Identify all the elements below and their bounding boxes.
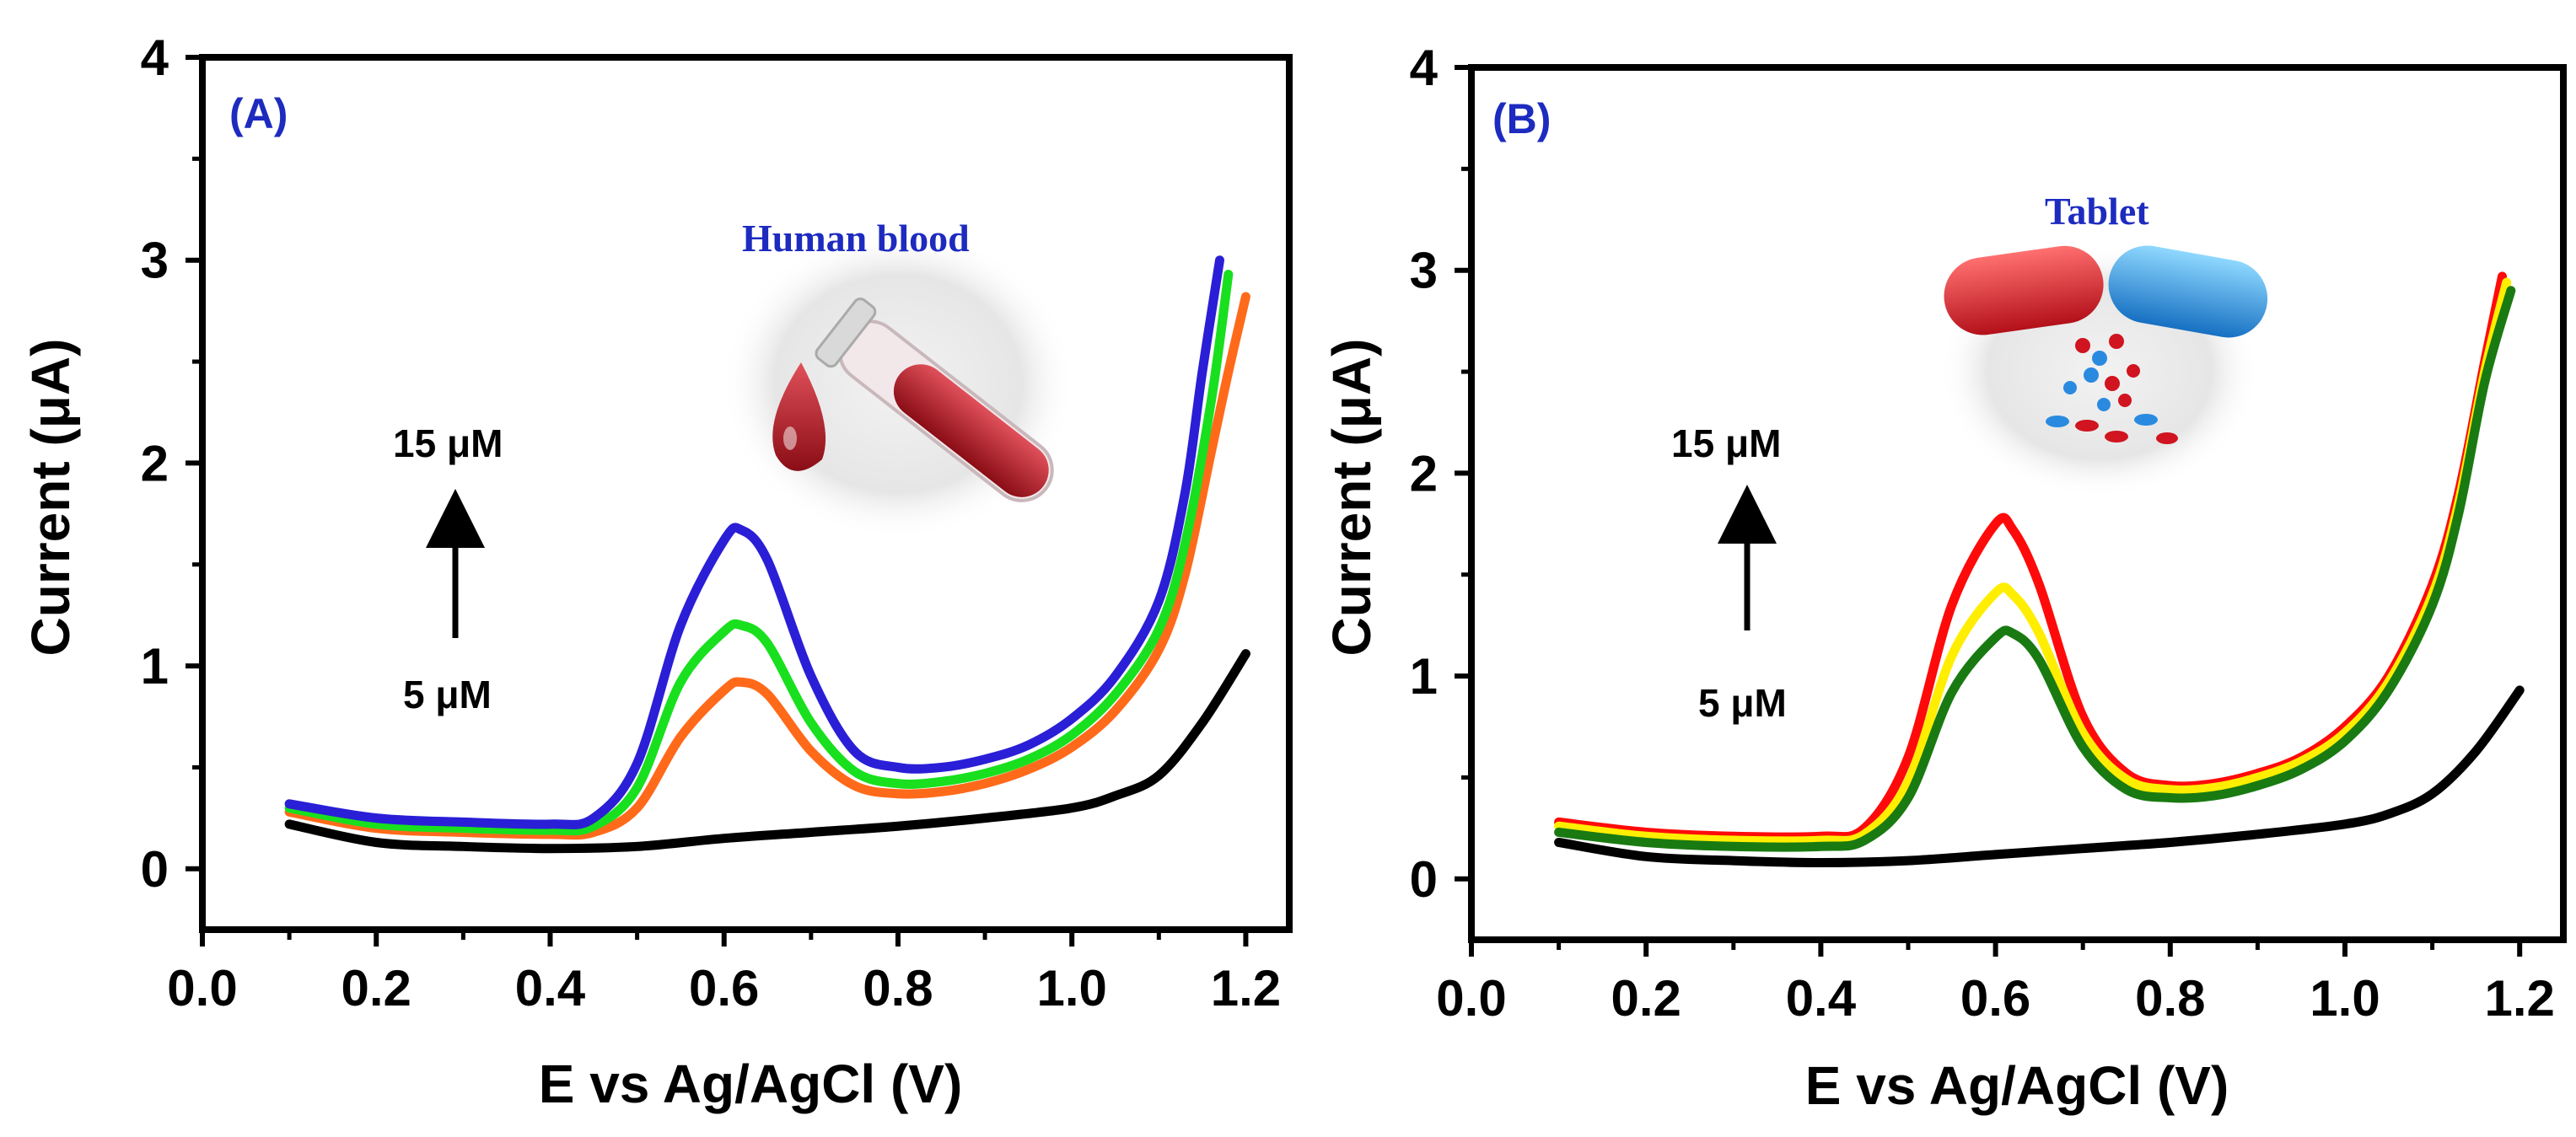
x-tick-label: 1.2 (1211, 960, 1281, 1016)
concentration-high-label: 15 μM (393, 421, 503, 465)
y-tick-label: 1 (141, 638, 169, 695)
x-tick-label: 0.4 (515, 960, 586, 1016)
x-tick-label: 1.0 (1036, 960, 1106, 1016)
series-line (1554, 685, 2525, 868)
concentration-low-label: 5 μM (1698, 681, 1787, 725)
series-line (284, 255, 1224, 829)
series-group (1554, 271, 2525, 868)
y-tick-label: 1 (1410, 648, 1438, 705)
panel-a: 0.0 0.2 0.4 0.6 0.8 1.0 1.2 0 1 2 3 4 (A) Human bl… (20, 29, 1293, 1114)
y-axis-ticks: 0 1 2 3 4 (141, 29, 202, 898)
x-tick-label: 0.0 (167, 960, 237, 1016)
series-line (284, 649, 1250, 854)
x-axis-ticks: 0.0 0.2 0.4 0.6 0.8 1.0 1.2 (167, 930, 1281, 1016)
x-tick-label: 0.8 (863, 960, 933, 1016)
y-tick-label: 4 (1410, 40, 1439, 96)
plot-frame (1468, 64, 2567, 943)
x-tick-label: 0.8 (2135, 970, 2205, 1027)
x-tick-label: 0.0 (1436, 970, 1506, 1027)
capsule-illustration (1939, 244, 2268, 497)
x-tick-label: 1.2 (2484, 970, 2554, 1027)
y-tick-label: 3 (1410, 243, 1438, 299)
x-axis-title: E vs Ag/AgCl (V) (539, 1054, 963, 1114)
y-tick-label: 3 (141, 233, 169, 289)
x-tick-label: 0.2 (1611, 970, 1681, 1027)
y-axis-title: Current (μA) (20, 339, 81, 657)
y-tick-label: 4 (141, 29, 169, 86)
x-tick-label: 0.6 (1960, 970, 2030, 1027)
inset-title: Human blood (742, 217, 970, 260)
x-axis-ticks: 0.0 0.2 0.4 0.6 0.8 1.0 1.2 (1436, 940, 2555, 1027)
series-group (284, 255, 1250, 854)
x-tick-label: 0.6 (689, 960, 759, 1016)
y-axis-title: Current (μA) (1321, 339, 1382, 657)
panel-label: (B) (1492, 95, 1551, 142)
inset-title: Tablet (2045, 190, 2149, 233)
x-tick-label: 1.0 (2310, 970, 2380, 1027)
series-line (284, 270, 1234, 836)
x-axis-title: E vs Ag/AgCl (V) (1805, 1055, 2229, 1116)
panel-b: 0.0 0.2 0.4 0.6 0.8 1.0 1.2 0 1 2 3 4 (B) (1321, 40, 2567, 1116)
x-tick-label: 0.4 (1786, 970, 1857, 1027)
y-tick-label: 2 (1410, 445, 1438, 501)
y-tick-label: 0 (1410, 851, 1438, 908)
y-axis-ticks: 0 1 2 3 4 (1410, 40, 1471, 908)
y-tick-label: 0 (141, 841, 169, 898)
x-tick-label: 0.2 (341, 960, 411, 1016)
blood-tube-illustration (721, 228, 1075, 539)
panel-label: (A) (229, 90, 288, 137)
plot-frame (199, 54, 1293, 933)
concentration-low-label: 5 μM (403, 673, 492, 716)
y-tick-label: 2 (141, 435, 169, 491)
concentration-high-label: 15 μM (1671, 421, 1781, 465)
series-line (1554, 286, 2516, 852)
